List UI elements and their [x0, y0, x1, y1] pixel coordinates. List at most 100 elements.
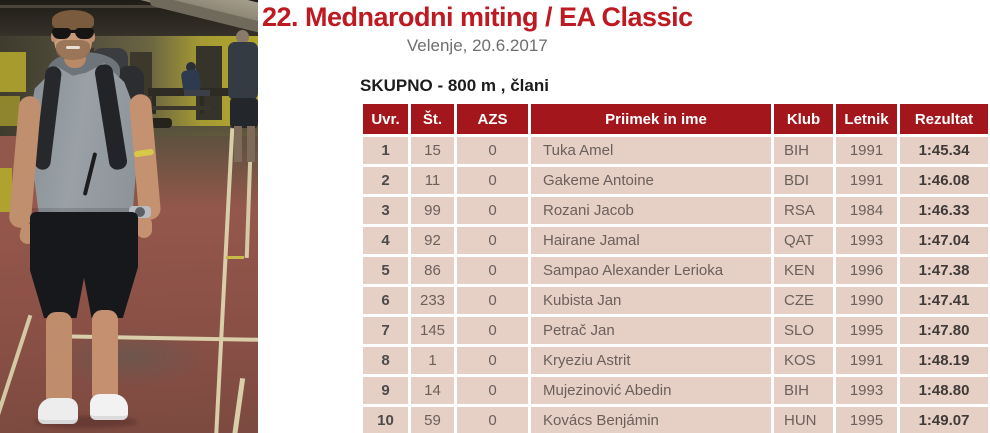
table-row: 2 11 0 Gakeme Antoine BDI 1991 1:46.08	[363, 167, 988, 194]
results-table: Uvr. Št. AZS Priimek in ime Klub Letnik …	[360, 101, 990, 433]
cell-place: 10	[363, 407, 408, 433]
athlete-smile	[66, 46, 80, 49]
cell-club: BIH	[774, 377, 833, 404]
cell-place: 1	[363, 137, 408, 164]
photo-sitting-person-legs	[184, 90, 210, 96]
cell-place: 2	[363, 167, 408, 194]
cell-result: 1:49.07	[900, 407, 988, 433]
photo-lane-line	[0, 314, 33, 433]
cell-bib: 59	[411, 407, 454, 433]
cell-place: 7	[363, 317, 408, 344]
table-row: 6 233 0 Kubista Jan CZE 1990 1:47.41	[363, 287, 988, 314]
photo-sitting-person-head	[186, 62, 196, 72]
cell-result: 1:45.34	[900, 137, 988, 164]
cell-azs: 0	[457, 227, 528, 254]
cell-club: HUN	[774, 407, 833, 433]
cell-club: KEN	[774, 257, 833, 284]
athlete-shoe-right	[90, 394, 128, 420]
athlete-sunglasses	[52, 28, 94, 40]
athlete-leg-left	[46, 312, 72, 406]
cell-place: 8	[363, 347, 408, 374]
athlete-beard	[56, 40, 90, 60]
cell-place: 5	[363, 257, 408, 284]
cell-year: 1991	[836, 167, 897, 194]
cell-year: 1991	[836, 347, 897, 374]
athlete-ear	[89, 32, 95, 42]
table-row: 3 99 0 Rozani Jacob RSA 1984 1:46.33	[363, 197, 988, 224]
cell-azs: 0	[457, 317, 528, 344]
col-header-name: Priimek in ime	[531, 104, 771, 134]
cell-club: CZE	[774, 287, 833, 314]
cell-result: 1:48.19	[900, 347, 988, 374]
cell-club: RSA	[774, 197, 833, 224]
table-row: 8 1 0 Kryeziu Astrit KOS 1991 1:48.19	[363, 347, 988, 374]
cell-year: 1990	[836, 287, 897, 314]
cell-bib: 86	[411, 257, 454, 284]
cell-bib: 92	[411, 227, 454, 254]
cell-result: 1:47.38	[900, 257, 988, 284]
cell-name: Petrač Jan	[531, 317, 771, 344]
cell-azs: 0	[457, 347, 528, 374]
athlete-shoe-left	[38, 398, 78, 424]
cell-club: BDI	[774, 167, 833, 194]
cell-name: Hairane Jamal	[531, 227, 771, 254]
cell-bib: 15	[411, 137, 454, 164]
table-row: 5 86 0 Sampao Alexander Lerioka KEN 1996…	[363, 257, 988, 284]
photo-standing-person-leg	[234, 126, 242, 162]
col-header-year: Letnik	[836, 104, 897, 134]
table-row: 9 14 0 Mujezinović Abedin BIH 1993 1:48.…	[363, 377, 988, 404]
photo-yellow-mark	[226, 256, 244, 259]
athlete-watch-face	[135, 207, 145, 217]
athlete-shorts	[30, 212, 138, 318]
cell-result: 1:47.41	[900, 287, 988, 314]
cell-bib: 99	[411, 197, 454, 224]
col-header-club: Klub	[774, 104, 833, 134]
cell-name: Tuka Amel	[531, 137, 771, 164]
cell-name: Kryeziu Astrit	[531, 347, 771, 374]
athlete-photo	[0, 0, 258, 433]
table-row: 10 59 0 Kovács Benjámin HUN 1995 1:49.07	[363, 407, 988, 433]
photo-wall-yellow-panel	[0, 52, 26, 92]
photo-standing-person-shorts	[230, 98, 258, 128]
col-header-result: Rezultat	[900, 104, 988, 134]
cell-bib: 1	[411, 347, 454, 374]
cell-name: Gakeme Antoine	[531, 167, 771, 194]
cell-result: 1:46.08	[900, 167, 988, 194]
photo-bag-on-floor	[150, 118, 172, 128]
athlete-hand-right	[136, 216, 152, 238]
athlete-hair	[52, 10, 94, 30]
cell-result: 1:47.04	[900, 227, 988, 254]
cell-club: KOS	[774, 347, 833, 374]
cell-year: 1995	[836, 407, 897, 433]
cell-azs: 0	[457, 197, 528, 224]
cell-bib: 233	[411, 287, 454, 314]
photo-standing-person-leg	[247, 126, 255, 162]
col-header-azs: AZS	[457, 104, 528, 134]
cell-year: 1984	[836, 197, 897, 224]
table-row: 7 145 0 Petrač Jan SLO 1995 1:47.80	[363, 317, 988, 344]
results-table-header: Uvr. Št. AZS Priimek in ime Klub Letnik …	[363, 104, 988, 134]
cell-azs: 0	[457, 167, 528, 194]
page-title: 22. Mednarodni miting / EA Classic	[262, 2, 693, 32]
cell-name: Mujezinović Abedin	[531, 377, 771, 404]
athlete-leg-right	[92, 310, 118, 402]
photo-standing-person-head	[236, 30, 249, 44]
header-row: Uvr. Št. AZS Priimek in ime Klub Letnik …	[363, 104, 988, 134]
cell-azs: 0	[457, 407, 528, 433]
results-panel: 22. Mednarodni miting / EA Classic Velen…	[258, 0, 990, 433]
cell-result: 1:47.80	[900, 317, 988, 344]
cell-name: Kubista Jan	[531, 287, 771, 314]
cell-place: 6	[363, 287, 408, 314]
event-date: Velenje, 20.6.2017	[406, 36, 548, 55]
cell-club: SLO	[774, 317, 833, 344]
photo-bench-shelf	[150, 106, 210, 110]
photo-bench-leg	[152, 96, 156, 114]
title-block: 22. Mednarodni miting / EA Classic Velen…	[262, 2, 693, 56]
cell-bib: 145	[411, 317, 454, 344]
col-header-place: Uvr.	[363, 104, 408, 134]
cell-place: 9	[363, 377, 408, 404]
table-row: 1 15 0 Tuka Amel BIH 1991 1:45.34	[363, 137, 988, 164]
sunglasses-lens-left	[52, 28, 71, 39]
cell-azs: 0	[457, 377, 528, 404]
